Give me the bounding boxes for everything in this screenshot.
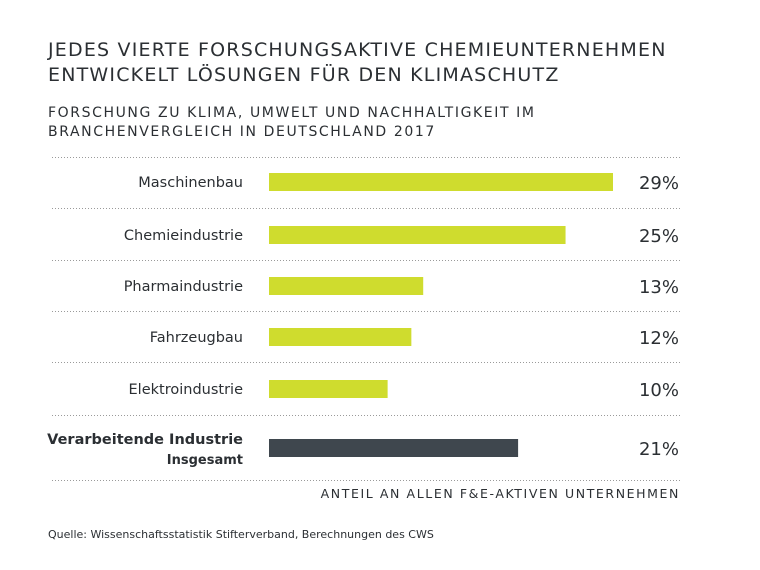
data-label: 29% — [639, 173, 679, 194]
bar — [269, 226, 566, 244]
source-note: Quelle: Wissenschaftsstatistik Stifterve… — [48, 528, 434, 541]
category-sublabel: Insgesamt — [167, 453, 243, 468]
bar — [269, 173, 613, 191]
chart-subtitle: Forschung zu Klima, Umwelt und Nachhalti… — [48, 104, 728, 142]
chart-subtitle-line-1: Forschung zu Klima, Umwelt und Nachhalti… — [48, 105, 536, 121]
bar — [269, 328, 412, 346]
data-label: 21% — [639, 439, 679, 460]
category-label: Fahrzeugbau — [150, 330, 243, 346]
data-label: 12% — [639, 328, 679, 349]
chart-title: Jedes vierte forschungsaktive Chemieunte… — [48, 38, 728, 88]
data-label: 10% — [639, 380, 679, 401]
category-label: Elektroindustrie — [129, 382, 244, 398]
category-label: Maschinenbau — [138, 175, 243, 191]
chart-subtitle-line-2: Branchenvergleich in Deutschland 2017 — [48, 124, 436, 140]
category-label: Verarbeitende Industrie — [47, 432, 243, 448]
axis-note: Anteil an allen F&E-aktiven Unternehmen — [320, 486, 680, 501]
category-label: Chemieindustrie — [124, 228, 243, 244]
bar — [269, 380, 388, 398]
data-label: 13% — [639, 277, 679, 298]
chart-title-line-2: entwickelt Lösungen für den Klimaschutz — [48, 64, 560, 86]
data-label: 25% — [639, 226, 679, 247]
chart-title-line-1: Jedes vierte forschungsaktive Chemieunte… — [48, 39, 667, 61]
bar — [269, 277, 424, 295]
category-label: Pharmaindustrie — [124, 279, 243, 295]
bar-total — [269, 439, 519, 457]
